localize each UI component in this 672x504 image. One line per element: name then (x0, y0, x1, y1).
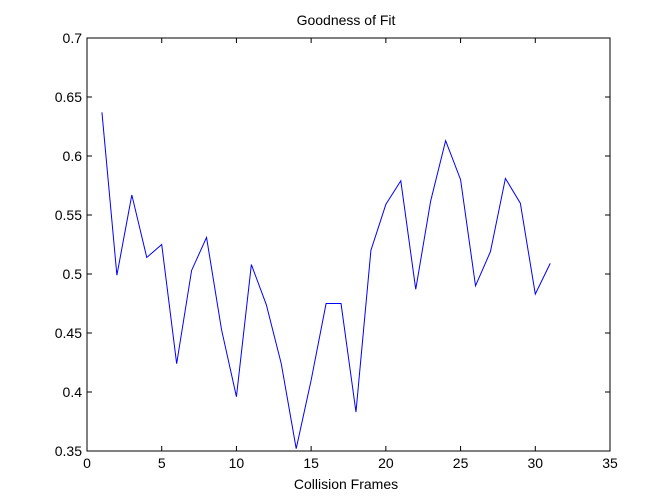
x-tick-label: 30 (527, 455, 543, 471)
y-tick-label: 0.7 (63, 30, 83, 46)
plot-area (87, 38, 610, 451)
series-line (101, 112, 551, 449)
axis-tick-labels: 0 5 10 15 20 25 30 35 0.35 0.4 0.45 0.5 0.55 0.6 0.65 0… (55, 30, 618, 471)
plot-frame (86, 37, 611, 452)
y-tick-label: 0.4 (63, 384, 83, 400)
x-tick-label: 5 (158, 455, 166, 471)
chart-title: Goodness of Fit (297, 12, 396, 28)
x-tick-label: 25 (453, 455, 469, 471)
y-tick-label: 0.5 (63, 266, 83, 282)
x-tick-label: 0 (83, 455, 91, 471)
y-tick-label: 0.55 (55, 207, 82, 223)
x-tick-label: 35 (602, 455, 618, 471)
x-axis-title: Collision Frames (294, 476, 398, 492)
x-tick-label: 15 (303, 455, 319, 471)
y-tick-label: 0.6 (63, 148, 83, 164)
y-tick-label: 0.45 (55, 325, 82, 341)
y-tick-label: 0.35 (55, 443, 82, 459)
y-tick-label: 0.65 (55, 89, 82, 105)
x-tick-label: 10 (229, 455, 245, 471)
x-tick-label: 20 (378, 455, 394, 471)
series-layer (101, 112, 551, 449)
